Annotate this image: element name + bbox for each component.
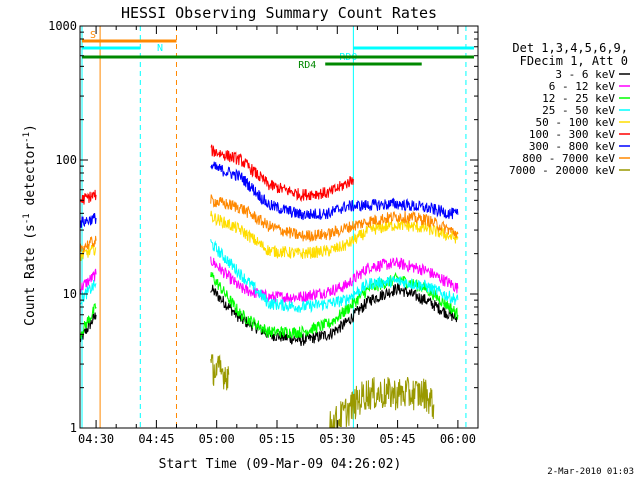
legend-entry-6: 300 - 800 keV xyxy=(529,140,615,153)
series-2 xyxy=(79,271,459,339)
x-tick-label-4: 05:30 xyxy=(319,432,355,446)
y-tick-label-3: 1000 xyxy=(48,19,77,33)
legend-header-line2: FDecim 1, Att 0 xyxy=(520,54,628,68)
legend: Det 1,3,4,5,6,9, FDecim 1, Att 0 3 - 6 k… xyxy=(509,41,630,177)
series-6 xyxy=(79,161,459,229)
series-8 xyxy=(210,354,435,428)
y-axis-label-end: ) xyxy=(23,124,38,132)
x-tick-label-3: 05:15 xyxy=(259,432,295,446)
y-axis-label-sup2: -1 xyxy=(22,132,32,143)
y-axis-label: Count Rate (s-1 detector-1) xyxy=(22,124,38,326)
series-line-0-0 xyxy=(79,312,97,343)
legend-entry-5: 100 - 300 keV xyxy=(529,128,615,141)
x-tick-label-5: 05:45 xyxy=(380,432,416,446)
series-line-0-1 xyxy=(210,283,459,347)
series-1 xyxy=(79,256,459,304)
timestamp: 2-Mar-2010 01:03 xyxy=(547,467,634,477)
x-axis-label: Start Time (09-Mar-09 04:26:02) xyxy=(159,457,402,472)
legend-entry-8: 7000 - 20000 keV xyxy=(509,164,615,177)
x-tick-label-2: 05:00 xyxy=(199,432,235,446)
chart-title: HESSI Observing Summary Count Rates xyxy=(121,4,437,22)
legend-entry-4: 50 - 100 keV xyxy=(536,116,616,129)
x-tick-label-6: 06:00 xyxy=(440,432,476,446)
legend-entry-2: 12 - 25 keV xyxy=(542,92,615,105)
series-7 xyxy=(79,194,459,253)
series-line-5-0 xyxy=(79,189,97,205)
series-line-7-1 xyxy=(210,194,459,243)
series-0 xyxy=(79,283,459,347)
x-tick-label-1: 04:45 xyxy=(138,432,174,446)
plot-area: SNRD0RD4110100100004:3004:4505:0005:1505… xyxy=(48,19,479,446)
legend-entry-7: 800 - 7000 keV xyxy=(522,152,615,165)
plot-frame xyxy=(79,25,479,429)
flag-label-1: N xyxy=(157,43,163,54)
legend-header-line1: Det 1,3,4,5,6,9, xyxy=(512,41,628,55)
series-line-6-1 xyxy=(210,161,459,221)
legend-entry-3: 25 - 50 keV xyxy=(542,104,615,117)
series-3 xyxy=(79,239,459,314)
series-5 xyxy=(79,144,354,205)
y-axis-label-mid: detector xyxy=(23,143,38,214)
legend-entry-1: 6 - 12 keV xyxy=(549,80,616,93)
series-line-8-0 xyxy=(210,354,230,391)
series-line-5-1 xyxy=(210,144,354,203)
x-tick-label-0: 04:30 xyxy=(78,432,114,446)
y-axis-label-sup1: -1 xyxy=(22,213,32,224)
series-line-2-1 xyxy=(210,271,459,339)
series-line-6-0 xyxy=(79,212,97,229)
y-tick-label-2: 100 xyxy=(55,153,77,167)
series-line-1-0 xyxy=(79,268,97,294)
series-line-3-0 xyxy=(79,279,97,305)
series-line-7-0 xyxy=(79,235,97,253)
flag-label-4: RD4 xyxy=(298,60,316,71)
series-line-8-1 xyxy=(329,376,435,428)
y-tick-label-1: 10 xyxy=(63,287,77,301)
y-tick-label-0: 1 xyxy=(70,421,77,435)
series-line-1-1 xyxy=(210,256,459,304)
series-line-3-1 xyxy=(210,239,459,314)
y-axis-label-main: Count Rate (s xyxy=(23,224,38,326)
series-line-2-0 xyxy=(79,303,97,339)
flag-label-0: S xyxy=(90,30,96,41)
legend-entry-0: 3 - 6 keV xyxy=(555,68,615,81)
